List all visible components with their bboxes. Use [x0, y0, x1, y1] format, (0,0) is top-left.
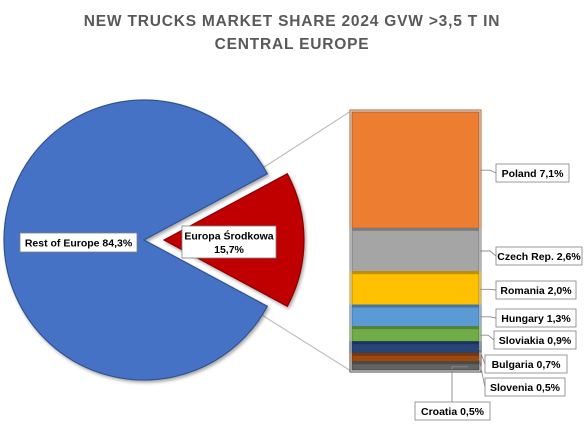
leader-line-poland — [480, 169, 497, 174]
pie-label-central-line2: 15,7% — [214, 244, 244, 256]
bar-segment-romania — [349, 271, 482, 308]
bar-label-hungary: Hungary 1,3% — [495, 308, 577, 328]
bar-label-hungary-text: Hungary 1,3% — [501, 313, 571, 325]
leader-lines — [451, 169, 497, 402]
leader-line-hungary — [480, 316, 497, 319]
leader-line-romania — [480, 288, 497, 291]
bar-label-poland-text: Poland 7,1% — [502, 168, 565, 180]
bar-label-sloviakia: Sloviakia 0,9% — [493, 330, 577, 350]
chart-title-line-1: NEW TRUCKS MARKET SHARE 2024 GVW >3,5 T … — [84, 13, 500, 30]
leader-line-sloviakia — [480, 334, 495, 341]
bar-label-czech: Czech Rep. 2,6% — [495, 246, 583, 266]
bar-label-croatia: Croatia 0,5% — [414, 401, 491, 421]
bar-label-bulgaria: Bulgaria 0,7% — [484, 354, 568, 374]
bar-label-romania-text: Romania 2,0% — [500, 285, 572, 297]
bar-label-slovenia: Slovenia 0,5% — [484, 377, 566, 397]
bar-label-romania: Romania 2,0% — [495, 280, 577, 300]
bar-label-czech-text: Czech Rep. 2,6% — [497, 251, 581, 263]
bar-label-croatia-text: Croatia 0,5% — [421, 406, 485, 418]
pie-label-central-box — [181, 225, 277, 259]
chart-title-line-2: CENTRAL EUROPE — [215, 36, 370, 53]
bar-label-sloviakia-text: Sloviakia 0,9% — [499, 335, 572, 347]
pie-label-central: Europa Środkowa 15,7% — [181, 225, 277, 259]
stacked-bar-group — [349, 109, 482, 373]
leader-line-czech-rep- — [480, 250, 497, 257]
bar-segment-sloviakia — [349, 326, 482, 345]
bar-label-slovenia-text: Slovenia 0,5% — [490, 382, 561, 394]
pie-label-rest-box — [19, 232, 138, 253]
bar-label-bulgaria-text: Bulgaria 0,7% — [492, 359, 562, 371]
leader-line-bulgaria — [478, 348, 486, 365]
pie-label-central-line1: Europa Środkowa — [184, 230, 273, 243]
leader-line-croatia — [451, 366, 468, 402]
bar-segment-czech-rep- — [349, 227, 482, 275]
bar-frame — [350, 110, 481, 372]
pie-label-rest: Rest of Europe 84,3% — [19, 232, 138, 253]
bar-segment-poland — [349, 109, 482, 231]
pie-label-rest-text: Rest of Europe 84,3% — [25, 238, 133, 250]
bar-label-poland: Poland 7,1% — [495, 163, 570, 183]
bar-segment-hungary — [349, 304, 482, 330]
leader-line-slovenia — [478, 358, 486, 388]
bar-segment-bulgaria — [349, 341, 482, 356]
